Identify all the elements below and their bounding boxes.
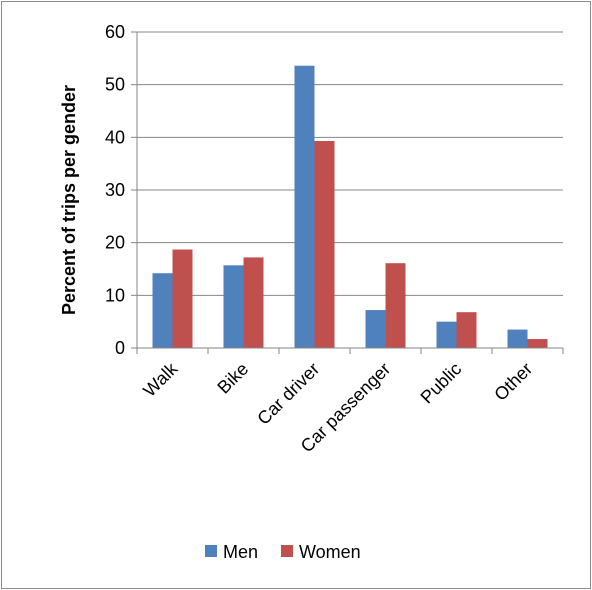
y-tick-label: 10 xyxy=(105,285,125,305)
y-axis-title: Percent of trips per gender xyxy=(59,85,79,315)
legend-label-women: Women xyxy=(299,542,361,562)
y-tick-label: 60 xyxy=(105,22,125,42)
x-category-label: Bike xyxy=(213,359,252,398)
bar-men-bike xyxy=(223,265,244,348)
x-category-label: Other xyxy=(490,359,536,405)
legend-swatch-men xyxy=(205,545,217,557)
bar-women-car-driver xyxy=(314,141,335,348)
bar-men-car-passenger xyxy=(365,310,386,348)
bar-men-car-driver xyxy=(294,65,315,348)
y-tick-label: 40 xyxy=(105,127,125,147)
axes xyxy=(131,31,564,354)
bar-women-public xyxy=(456,312,477,348)
bar-women-bike xyxy=(243,257,264,348)
bar-women-car-passenger xyxy=(385,263,406,348)
bar-men-other xyxy=(507,329,528,348)
y-tick-label: 20 xyxy=(105,233,125,253)
bar-women-walk xyxy=(172,249,193,348)
y-tick-label: 30 xyxy=(105,180,125,200)
x-category-label: Car driver xyxy=(253,359,323,429)
x-category-label: Walk xyxy=(139,358,182,401)
gridlines xyxy=(137,31,563,296)
bar-men-walk xyxy=(152,273,173,348)
legend: Men Women xyxy=(205,542,361,562)
legend-swatch-women xyxy=(281,545,293,557)
y-tick-label: 50 xyxy=(105,75,125,95)
y-tick-label: 0 xyxy=(115,338,125,358)
bar-men-public xyxy=(436,321,457,348)
bars xyxy=(152,65,548,348)
bar-women-other xyxy=(527,339,548,348)
x-category-label: Public xyxy=(417,359,466,408)
legend-label-men: Men xyxy=(223,542,258,562)
